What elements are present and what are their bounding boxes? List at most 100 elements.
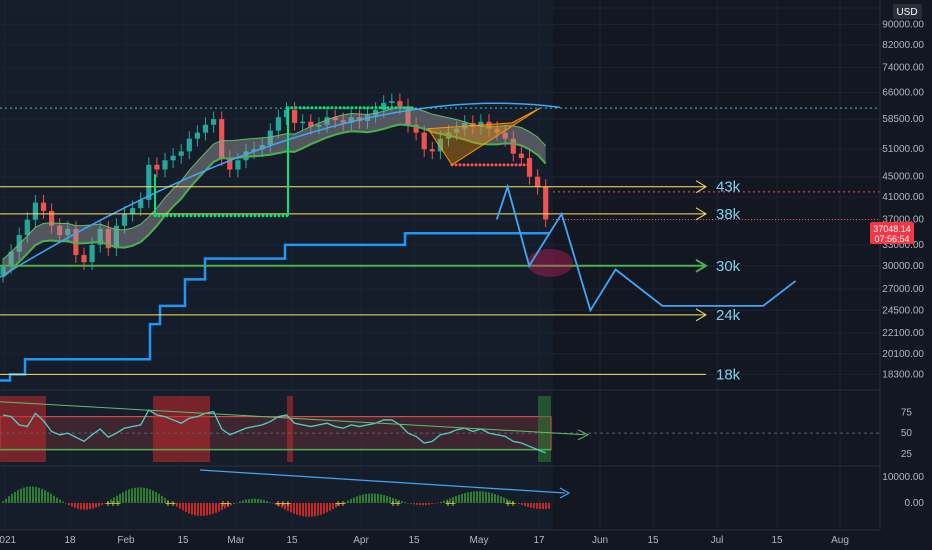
squeeze-marker: + (110, 499, 117, 508)
momentum-bar (176, 503, 178, 507)
momentum-bar (287, 503, 289, 511)
momentum-bar (473, 491, 475, 503)
momentum-bar (197, 503, 199, 516)
rsi-trend-arrow (577, 429, 590, 441)
momentum-bar (542, 503, 544, 510)
momentum-bar (467, 492, 469, 503)
momentum-tick-label: 0.00 (905, 498, 925, 509)
momentum-bar (8, 496, 10, 503)
pivot-dots (249, 214, 253, 218)
momentum-bar (419, 503, 421, 506)
momentum-bar (161, 495, 163, 503)
candle (49, 203, 55, 234)
rsi-pane (0, 396, 880, 462)
pivot-dots (221, 214, 225, 218)
pivot-dots (390, 106, 394, 110)
pivot-dots (177, 214, 181, 218)
momentum-bar (236, 502, 238, 504)
pivot-dots (350, 106, 354, 110)
squeeze-marker: + (340, 499, 347, 508)
momentum-bar (191, 503, 193, 515)
y-tick-label: 18300.00 (882, 369, 924, 380)
momentum-bar (524, 503, 526, 507)
momentum-bar (50, 493, 52, 503)
momentum-bar (278, 503, 280, 507)
y-tick-label: 33000.00 (882, 240, 924, 251)
candle-body (405, 106, 411, 125)
candle (154, 157, 160, 178)
level-label-38k: 38k (716, 206, 741, 223)
momentum-bar (320, 503, 322, 515)
candle-body (138, 199, 144, 209)
candle (518, 146, 524, 166)
pivot-dots (382, 106, 386, 110)
currency-badge[interactable]: USD (893, 4, 922, 19)
squeeze-marker: + (220, 499, 227, 508)
candle-body (389, 101, 395, 103)
candle-body (113, 225, 119, 249)
target-zone-ellipse (527, 248, 573, 277)
candle (526, 150, 533, 185)
candle (24, 212, 30, 243)
candle (259, 137, 265, 158)
pivot-dots (294, 106, 298, 110)
momentum-bar (143, 487, 145, 503)
candle (73, 221, 79, 263)
momentum-bar (512, 501, 514, 503)
candle (267, 123, 273, 153)
candle-body (154, 164, 160, 170)
pivot-dots (197, 214, 201, 218)
rsi-overbought-zone (153, 396, 210, 462)
y-tick-label: 45000.00 (882, 172, 924, 183)
momentum-bar (17, 490, 19, 503)
pivot-dots (326, 106, 330, 110)
y-tick-label: 41000.00 (882, 192, 924, 203)
pivot-dots (265, 214, 269, 218)
pivot-dots (281, 214, 285, 218)
candle-body (259, 144, 265, 150)
momentum-bar (380, 494, 382, 503)
pivot-dots (510, 163, 514, 167)
momentum-bar (371, 493, 373, 503)
squeeze-marker: + (445, 499, 452, 508)
y-tick-label: 74000.00 (882, 62, 924, 73)
momentum-bar (368, 493, 370, 503)
momentum-bar (347, 500, 349, 503)
candle-body (486, 121, 492, 129)
momentum-bar (146, 488, 148, 503)
momentum-bar (323, 503, 325, 514)
pivot-dots (514, 163, 518, 167)
momentum-bar (329, 503, 331, 511)
candle (275, 109, 281, 139)
candle-body (194, 132, 200, 139)
candle-body (146, 164, 152, 200)
momentum-bar (479, 491, 481, 503)
momentum-bar (449, 498, 451, 503)
candle (138, 192, 144, 216)
momentum-bar (494, 494, 496, 503)
candle-body (89, 244, 95, 263)
candle (300, 114, 306, 131)
squeeze-marker: + (170, 499, 177, 508)
pivot-dots (482, 163, 486, 167)
candle-body (275, 117, 281, 131)
momentum-bar (359, 495, 361, 503)
momentum-bar (239, 501, 241, 503)
candle (340, 112, 346, 131)
pivot-dots (269, 214, 273, 218)
momentum-bar (137, 487, 139, 503)
momentum-bar (506, 498, 508, 503)
momentum-bar (440, 501, 442, 503)
pivot-dots (302, 106, 306, 110)
momentum-bar (482, 491, 484, 503)
momentum-bar (260, 499, 262, 503)
squeeze-marker: + (510, 499, 517, 508)
y-tick-label: 66000.00 (882, 88, 924, 99)
momentum-bar (158, 493, 160, 503)
momentum-bar (539, 503, 541, 509)
momentum-bar (509, 500, 511, 503)
candle-body (65, 228, 71, 236)
momentum-bar (233, 503, 235, 505)
